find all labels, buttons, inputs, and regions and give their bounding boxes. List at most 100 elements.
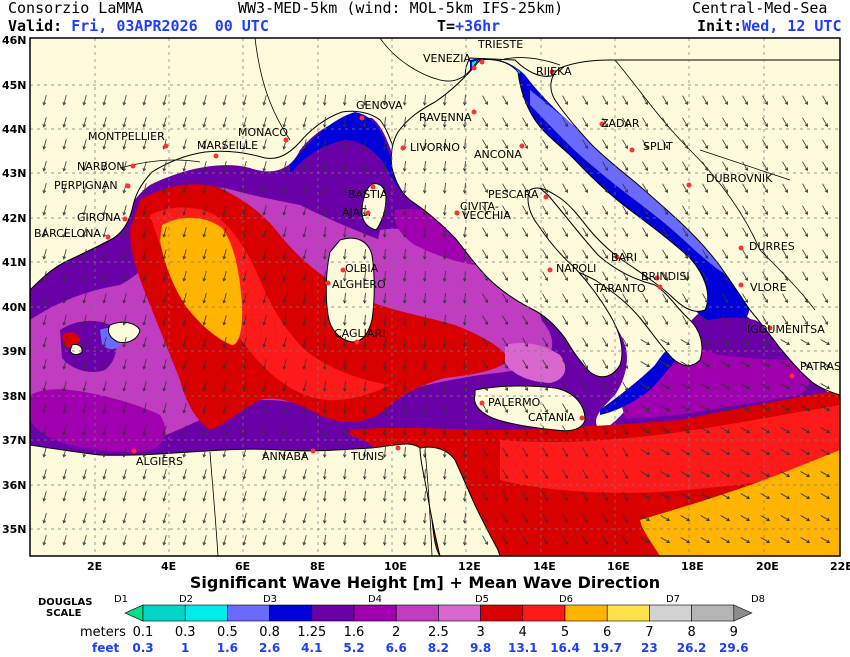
wave-arrow: [802, 205, 808, 216]
city-name: PESCARA: [488, 188, 539, 201]
city-marker: PATRAS: [789, 360, 841, 379]
wave-arrow: [800, 471, 811, 477]
wave-arrow: [322, 314, 327, 326]
wave-arrow: [762, 161, 768, 172]
wave-arrow: [660, 471, 671, 477]
wave-arrow: [682, 249, 688, 260]
wave-arrow: [42, 205, 47, 216]
legend-meter-value: 5: [561, 625, 569, 640]
lat-label: 35N: [2, 523, 27, 536]
wave-arrow: [302, 183, 307, 194]
wave-arrow: [382, 468, 387, 480]
wave-arrow: [602, 403, 608, 414]
wave-arrow: [582, 381, 588, 392]
wave-arrow: [622, 491, 628, 502]
wave-arrow: [542, 95, 548, 106]
legend-meter-value: 3: [476, 625, 484, 640]
wave-arrow: [782, 95, 788, 106]
wave-arrow: [582, 359, 588, 370]
city-dot: [479, 59, 485, 65]
city-marker: PALERMO: [479, 396, 541, 409]
city-dot: [340, 267, 346, 273]
wave-arrow: [302, 491, 307, 502]
lat-label: 39N: [2, 345, 27, 358]
wave-arrow: [640, 449, 651, 455]
wave-arrow: [182, 359, 187, 370]
city-name: MONACO: [238, 126, 288, 139]
wave-arrow: [122, 491, 127, 502]
wave-arrow: [142, 293, 147, 304]
wave-arrow: [222, 183, 227, 194]
valid-date: Fri, 03APR2026: [71, 17, 198, 35]
city-marker: GENOVA: [356, 99, 403, 121]
wave-arrow: [182, 513, 187, 524]
wave-arrow: [702, 227, 708, 238]
city-marker: OLBIA: [340, 262, 379, 275]
wave-arrow: [680, 383, 691, 389]
wave-arrow: [502, 139, 508, 150]
wave-arrow: [542, 535, 548, 546]
wave-arrow: [102, 403, 107, 414]
legend-swatch: [311, 604, 355, 622]
wave-arrow: [122, 315, 127, 326]
legend-feet-value: 5.2: [343, 641, 364, 655]
legend-feet-value: 1.6: [217, 641, 238, 655]
city-name: VECCHIA: [462, 209, 511, 222]
city-marker: BARI: [611, 251, 637, 264]
city-marker: SPLIT: [629, 140, 673, 153]
wave-arrow: [482, 249, 488, 260]
lat-label: 43N: [2, 167, 27, 180]
wave-arrow: [382, 248, 387, 260]
wave-arrow: [622, 139, 628, 150]
wave-arrow: [642, 183, 648, 194]
wave-arrow: [142, 425, 147, 436]
city-name: TARANTO: [593, 282, 646, 295]
wave-arrow: [622, 117, 628, 128]
wave-arrow: [822, 271, 828, 282]
wave-arrow: [522, 359, 528, 370]
wave-arrow: [322, 116, 327, 128]
wave-arrow: [102, 293, 107, 304]
wave-arrow: [582, 117, 588, 128]
wave-arrow: [602, 337, 608, 348]
city-name: CAGLIARI: [334, 327, 385, 340]
wave-arrow: [42, 271, 47, 282]
lead-time: T=+36hr: [437, 18, 500, 34]
wave-arrow: [382, 160, 387, 172]
wave-arrow: [482, 227, 488, 238]
city-dot: [767, 325, 773, 331]
wave-arrow: [282, 315, 287, 326]
city-dot: [400, 145, 406, 151]
wave-arrow: [162, 535, 167, 546]
wave-arrow: [522, 293, 528, 304]
wave-arrow: [362, 314, 367, 326]
wave-arrow: [122, 271, 127, 282]
wave-arrow: [660, 493, 671, 499]
wave-arrow: [142, 381, 147, 392]
wave-arrow: [182, 425, 187, 436]
wave-arrow: [142, 117, 147, 128]
wave-arrow: [382, 490, 387, 502]
wave-arrow: [62, 381, 67, 392]
wave-arrow: [822, 227, 828, 238]
wave-arrow: [820, 361, 831, 367]
wave-arrow: [622, 227, 628, 238]
lon-label: 14E: [533, 560, 556, 573]
wave-arrow: [162, 315, 167, 326]
wave-arrow: [282, 293, 287, 304]
wave-arrow: [762, 139, 768, 150]
city-marker: BRINDISI: [641, 270, 690, 283]
wave-arrow: [822, 117, 828, 128]
wave-arrow: [122, 381, 127, 392]
wave-arrow: [42, 315, 47, 326]
wave-arrow: [822, 161, 828, 172]
city-name: MONTPELLIER: [88, 130, 165, 143]
wave-arrow: [542, 117, 548, 128]
wave-arrow: [362, 512, 367, 524]
wave-arrow: [780, 405, 791, 411]
wave-arrow: [740, 383, 751, 389]
legend-douglas-label: D6: [559, 594, 573, 605]
wave-arrow: [502, 271, 508, 282]
legend-swatch: [184, 604, 228, 622]
wave-arrow: [442, 490, 447, 502]
